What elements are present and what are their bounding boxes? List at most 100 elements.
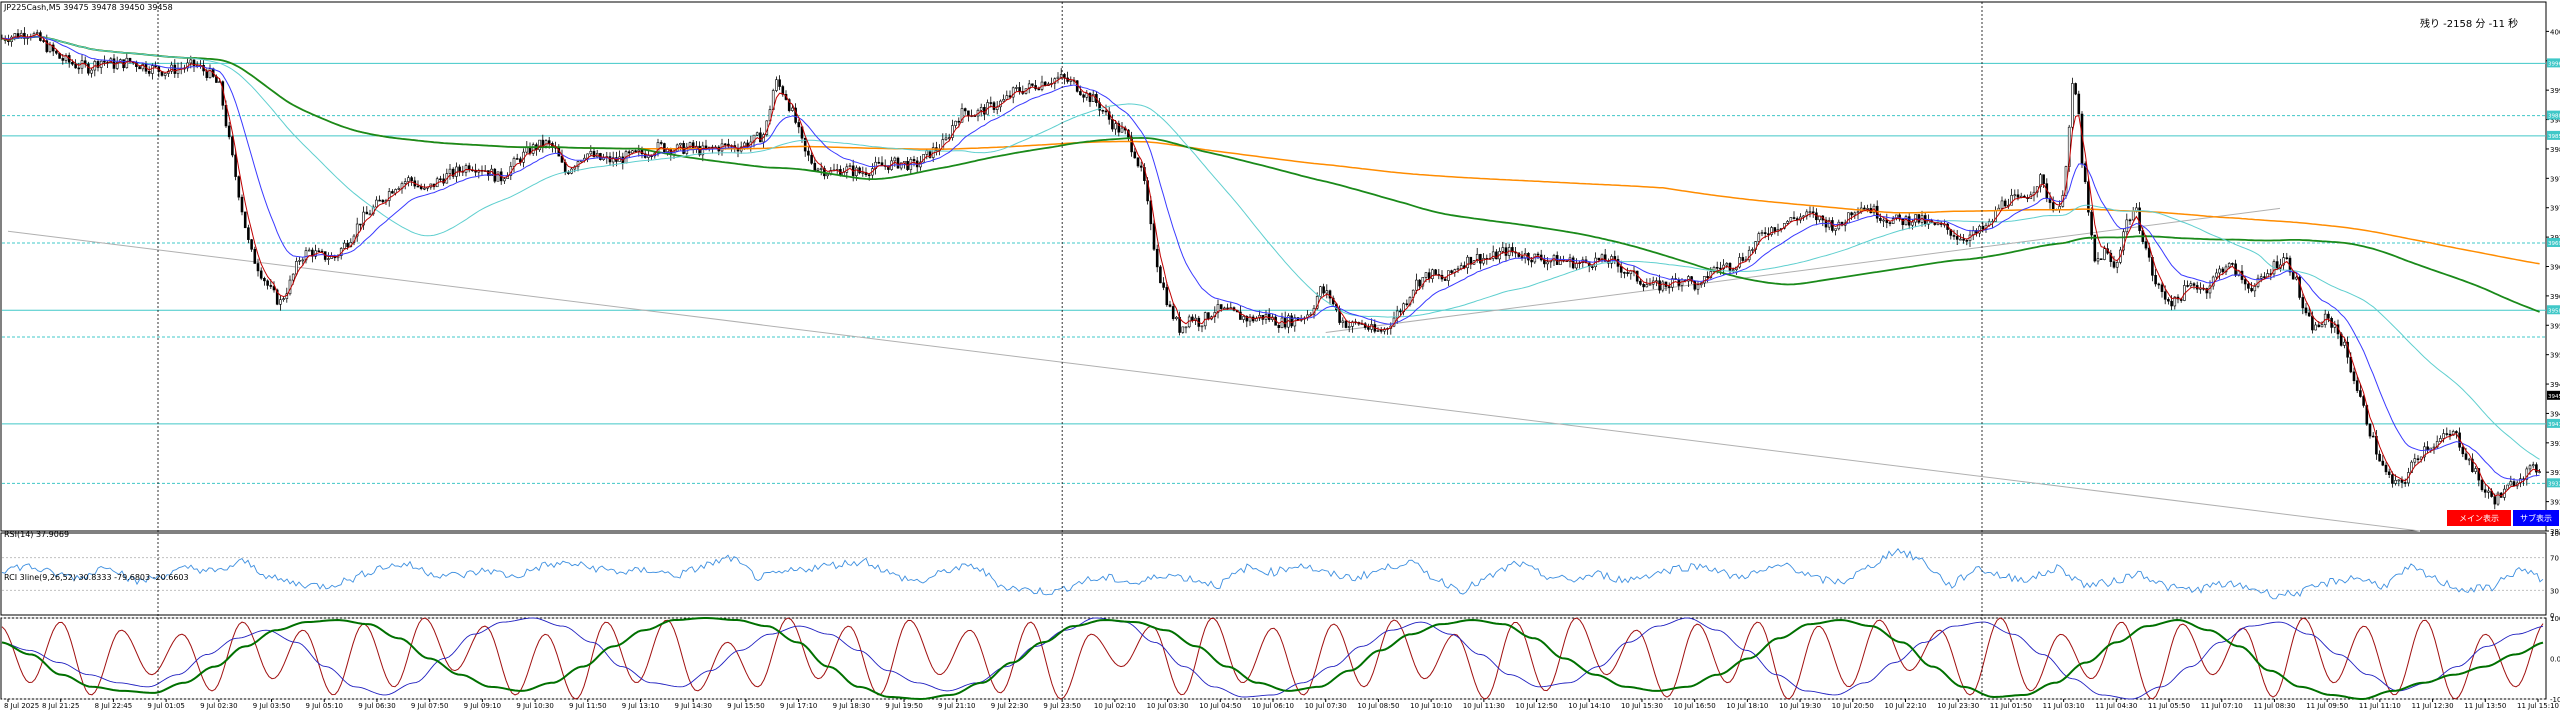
candle-body	[1379, 330, 1383, 332]
candle-body	[2487, 490, 2490, 493]
candle-body	[1280, 317, 1284, 328]
candle-body	[1200, 325, 1204, 328]
candle-body	[1325, 290, 1329, 294]
candle-body	[960, 108, 964, 123]
current-price-label: 39458	[2548, 394, 2560, 400]
candle-body	[1165, 287, 1169, 306]
candle-body	[1239, 311, 1242, 320]
time-tick-label: 9 Jul 19:50	[885, 702, 923, 710]
candle-body	[611, 157, 615, 163]
candle-body	[2131, 210, 2135, 221]
rci-pane[interactable]: 100 0.00 -100	[0, 615, 2560, 704]
candle-body	[1511, 247, 1514, 253]
candle-body	[1341, 320, 1345, 323]
candle-body	[2471, 458, 2474, 472]
candle-body	[1639, 280, 1642, 285]
candle-body	[2295, 276, 2298, 280]
level-price-tag-label: 39324	[2548, 481, 2560, 487]
candle-body	[531, 144, 535, 154]
candle-body	[2362, 396, 2365, 406]
candle-body	[1731, 269, 1735, 271]
candle-body	[176, 68, 180, 74]
candle-body	[880, 162, 884, 166]
ma-blue-line	[1, 36, 2540, 481]
rci-tick-label: -100	[2550, 696, 2560, 704]
candle-body	[912, 159, 916, 162]
candle-body	[967, 110, 970, 117]
candle-body	[1002, 99, 1005, 102]
candle-body	[410, 177, 413, 182]
candle-body	[1559, 259, 1562, 265]
candle-body	[2215, 272, 2218, 278]
candle-body	[1504, 247, 1508, 256]
candle-body	[794, 107, 797, 123]
candle-body	[2112, 261, 2116, 268]
time-tick-label: 11 Jul 09:50	[2306, 702, 2348, 710]
candle-body	[2275, 261, 2279, 269]
candle-body	[2301, 297, 2305, 309]
rsi-pane[interactable]: 100 70 30 0	[0, 530, 2560, 620]
time-tick-label: 11 Jul 04:30	[2095, 702, 2137, 710]
candle-body	[2090, 211, 2093, 236]
candle-body	[192, 59, 196, 66]
time-tick-label: 9 Jul 21:10	[938, 702, 976, 710]
candle-body	[1955, 236, 1959, 240]
trendline[interactable]	[1325, 207, 2281, 333]
candle-body	[701, 145, 705, 156]
candle-body	[1808, 211, 1812, 214]
candle-body	[1395, 310, 1399, 319]
candle-body	[1690, 276, 1693, 282]
candle-body	[515, 158, 519, 160]
candle-body	[1850, 212, 1853, 216]
candle-body	[1623, 272, 1626, 274]
candle-body	[743, 142, 746, 148]
candle-body	[2352, 371, 2356, 382]
candle-body	[1191, 316, 1194, 321]
candle-body	[1082, 94, 1085, 98]
candle-body	[42, 40, 45, 42]
candle-body	[439, 178, 442, 181]
candle-body	[2426, 446, 2429, 451]
candle-body	[1834, 228, 1837, 231]
rsi-tick-label: 30	[2550, 587, 2559, 595]
main-display-button[interactable]: メイン表示	[2447, 510, 2511, 526]
candle-body	[1491, 251, 1495, 259]
candle-body	[2483, 489, 2487, 493]
candle-body	[103, 60, 106, 63]
candle-body	[1719, 267, 1722, 270]
candle-body	[2096, 258, 2100, 262]
candle-body	[1626, 272, 1629, 274]
time-tick-label: 9 Jul 17:10	[780, 702, 818, 710]
time-tick-label: 10 Jul 16:50	[1674, 702, 1716, 710]
candle-body	[1293, 317, 1297, 327]
sub-display-button[interactable]: サブ表示	[2513, 510, 2559, 526]
candle-body	[2154, 275, 2157, 285]
candle-body	[2224, 266, 2228, 273]
main-price-pane[interactable]: 4001639971399263988139836397913974639701…	[0, 1, 2560, 536]
candle-body	[1597, 257, 1601, 261]
candle-body	[2423, 446, 2426, 458]
level-price-tag-label: 39589	[2548, 308, 2560, 314]
candle-body	[365, 211, 369, 215]
candle-body	[1322, 286, 1325, 294]
trendline[interactable]	[7, 230, 2421, 532]
candle-body	[893, 157, 897, 162]
level-price-tag	[2547, 418, 2560, 428]
candle-body	[2538, 471, 2541, 473]
candle-body	[2307, 312, 2311, 317]
candle-body	[2231, 263, 2234, 265]
candle-body	[877, 161, 881, 164]
candle-body	[423, 187, 426, 190]
candle-body	[407, 177, 410, 182]
time-tick-label: 10 Jul 20:50	[1832, 702, 1874, 710]
price-tick-label: 39296	[2550, 499, 2560, 507]
candle-body	[2010, 194, 2013, 206]
candle-body	[451, 168, 455, 177]
candle-body	[1603, 254, 1607, 262]
candle-body	[1405, 303, 1409, 306]
candle-body	[2074, 83, 2077, 95]
candle-body	[2189, 283, 2193, 287]
rsi-title: RSI(14) 37.9069	[4, 530, 69, 539]
candle-body	[1216, 304, 1220, 313]
